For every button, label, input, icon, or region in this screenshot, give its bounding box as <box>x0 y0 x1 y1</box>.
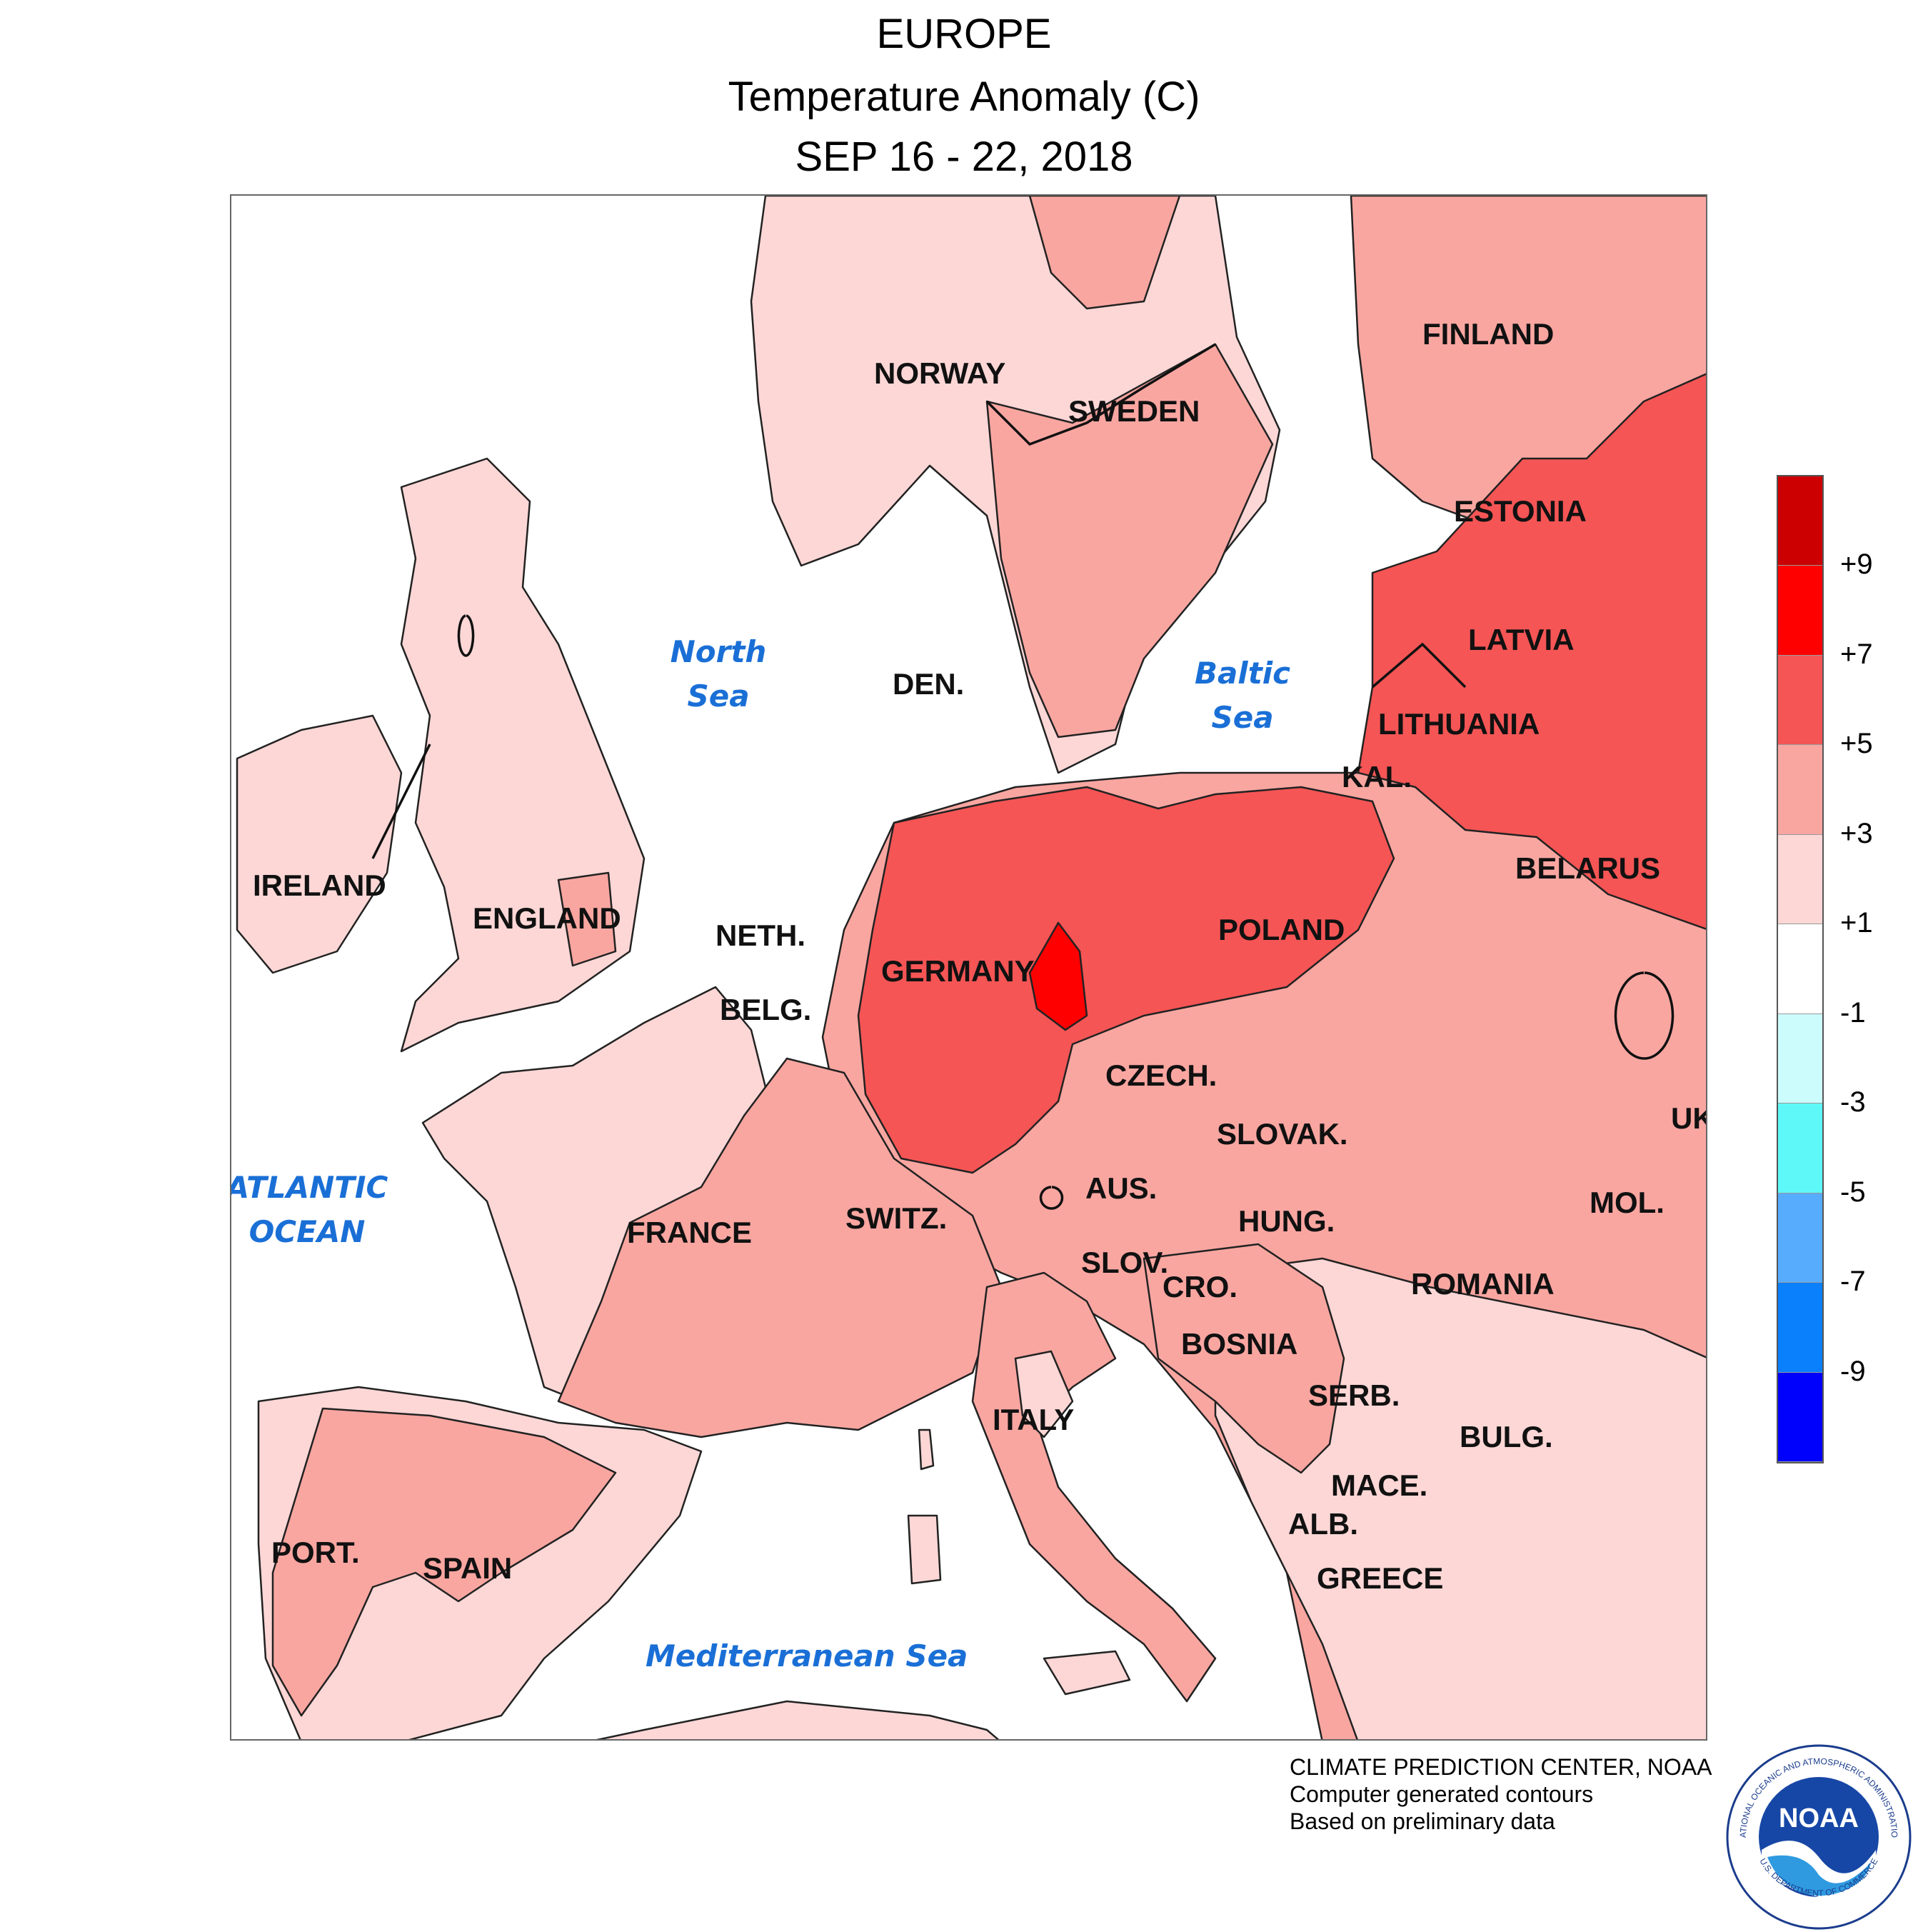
label-czech: CZECH. <box>1105 1058 1217 1092</box>
map-period: SEP 16 - 22, 2018 <box>795 134 1133 180</box>
label-italy: ITALY <box>993 1403 1075 1436</box>
legend-tick-label: -7 <box>1840 1266 1866 1298</box>
label-hung: HUNG. <box>1238 1204 1335 1238</box>
label-switz: SWITZ. <box>845 1201 948 1235</box>
label-spain: SPAIN <box>423 1551 513 1585</box>
label-atlantic-ocean: ATLANTIC OCEAN <box>230 1166 393 1254</box>
region-sweden-north-warm <box>1028 196 1181 310</box>
label-mace: MACE. <box>1331 1468 1428 1502</box>
region-britain-warm <box>557 871 617 967</box>
label-neth: NETH. <box>716 919 805 952</box>
label-poland: POLAND <box>1218 913 1345 946</box>
region-italy-mild <box>1014 1350 1074 1438</box>
legend-swatch <box>1778 924 1822 1014</box>
legend-swatch <box>1778 745 1822 835</box>
legend-tick-label: -5 <box>1840 1176 1866 1208</box>
contour-line <box>1039 1186 1064 1210</box>
legend-tick-label: +3 <box>1840 817 1873 849</box>
label-uk: UK <box>1671 1101 1706 1135</box>
noaa-logo-text: NOAA <box>1779 1803 1859 1833</box>
anomaly-map <box>236 196 1706 1739</box>
map-subtitle: Temperature Anomaly (C) <box>728 74 1200 120</box>
label-belg: BELG. <box>720 993 812 1026</box>
color-legend <box>1777 475 1824 1463</box>
map-panel: FINLAND NORWAY SWEDEN ESTONIA LATVIA LIT… <box>230 194 1707 1741</box>
label-bosnia: BOSNIA <box>1181 1327 1298 1361</box>
region-germany-very-hot <box>1028 921 1088 1031</box>
label-serb: SERB. <box>1308 1378 1400 1412</box>
legend-swatch <box>1778 1193 1822 1283</box>
label-greece: GREECE <box>1317 1561 1444 1595</box>
label-mol: MOL. <box>1590 1186 1665 1219</box>
legend-swatch <box>1778 834 1822 925</box>
contour-line <box>371 744 431 859</box>
label-kal: KAL. <box>1342 760 1412 794</box>
north-sea-line1: North <box>670 634 767 669</box>
label-bulg: BULG. <box>1460 1420 1553 1453</box>
contour-line <box>985 343 1216 446</box>
credit-line-1: CLIMATE PREDICTION CENTER, NOAA <box>1290 1754 1712 1780</box>
legend-tick-label: -9 <box>1840 1355 1866 1387</box>
legend-tick-label: -3 <box>1840 1086 1866 1118</box>
label-estonia: ESTONIA <box>1454 494 1587 528</box>
region-iberia-warm <box>271 1407 617 1717</box>
label-finland: FINLAND <box>1422 317 1555 351</box>
legend-tick-label: +9 <box>1840 549 1873 581</box>
label-belarus: BELARUS <box>1515 851 1661 885</box>
contour-line <box>1371 642 1467 689</box>
credit-line-2: Computer generated contours <box>1290 1781 1594 1807</box>
legend-swatch <box>1778 1283 1822 1373</box>
region-sardinia <box>907 1514 942 1585</box>
label-latvia: LATVIA <box>1468 623 1575 656</box>
north-sea-line2: Sea <box>687 679 750 714</box>
label-france: FRANCE <box>627 1216 752 1249</box>
legend-swatch <box>1778 566 1822 656</box>
contour-line <box>1614 971 1675 1060</box>
legend-tick-label: +5 <box>1840 728 1873 760</box>
label-baltic-sea: Baltic Sea <box>1164 651 1321 740</box>
label-slov: SLOV. <box>1081 1246 1169 1279</box>
region-ireland <box>236 714 403 974</box>
label-mediterranean-sea: Mediterranean Sea <box>646 1634 968 1678</box>
map-title: EUROPE <box>876 11 1052 57</box>
label-slovak: SLOVAK. <box>1217 1117 1348 1151</box>
legend-swatch <box>1778 476 1822 566</box>
region-central-hot <box>857 786 1395 1174</box>
legend-tick-label: -1 <box>1840 996 1866 1028</box>
label-norway: NORWAY <box>874 356 1006 390</box>
noaa-logo: NOAA NATIONAL OCEANIC AND ATMOSPHERIC AD… <box>1724 1743 1912 1930</box>
region-balkans-warm <box>1143 1243 1345 1474</box>
atlantic-line2: OCEAN <box>248 1214 366 1249</box>
label-germany: GERMANY <box>881 954 1035 988</box>
baltic-sea-line1: Baltic <box>1194 656 1291 691</box>
baltic-sea-line2: Sea <box>1211 700 1274 735</box>
label-romania: ROMANIA <box>1411 1267 1555 1301</box>
label-alb: ALB. <box>1288 1507 1358 1541</box>
contour-line <box>457 614 475 657</box>
label-ireland: IRELAND <box>253 869 386 902</box>
legend-swatch <box>1778 1013 1822 1104</box>
label-sweden: SWEDEN <box>1068 394 1200 428</box>
region-sweden-warm <box>985 343 1274 739</box>
atlantic-line1: ATLANTIC <box>230 1170 388 1205</box>
label-den: DEN. <box>893 667 965 701</box>
region-sicily <box>1043 1650 1131 1696</box>
mediterranean-line1: Mediterranean Sea <box>646 1638 968 1673</box>
legend-swatch <box>1778 1372 1822 1462</box>
label-cro: CRO. <box>1163 1270 1237 1303</box>
region-north-africa <box>596 1700 1000 1739</box>
label-england: ENGLAND <box>473 901 621 935</box>
label-lithuania: LITHUANIA <box>1378 707 1540 741</box>
credit-line-3: Based on preliminary data <box>1290 1808 1555 1834</box>
label-port: PORT. <box>271 1536 360 1569</box>
legend-tick-label: +7 <box>1840 638 1873 670</box>
region-baltic-hot <box>1357 373 1706 930</box>
legend-swatch <box>1778 655 1822 746</box>
label-aus: AUS. <box>1085 1171 1158 1205</box>
region-britain <box>400 457 646 1053</box>
legend-swatch <box>1778 1103 1822 1193</box>
legend-tick-label: +1 <box>1840 907 1873 939</box>
region-corsica <box>918 1428 935 1471</box>
label-north-sea: North Sea <box>640 630 797 719</box>
